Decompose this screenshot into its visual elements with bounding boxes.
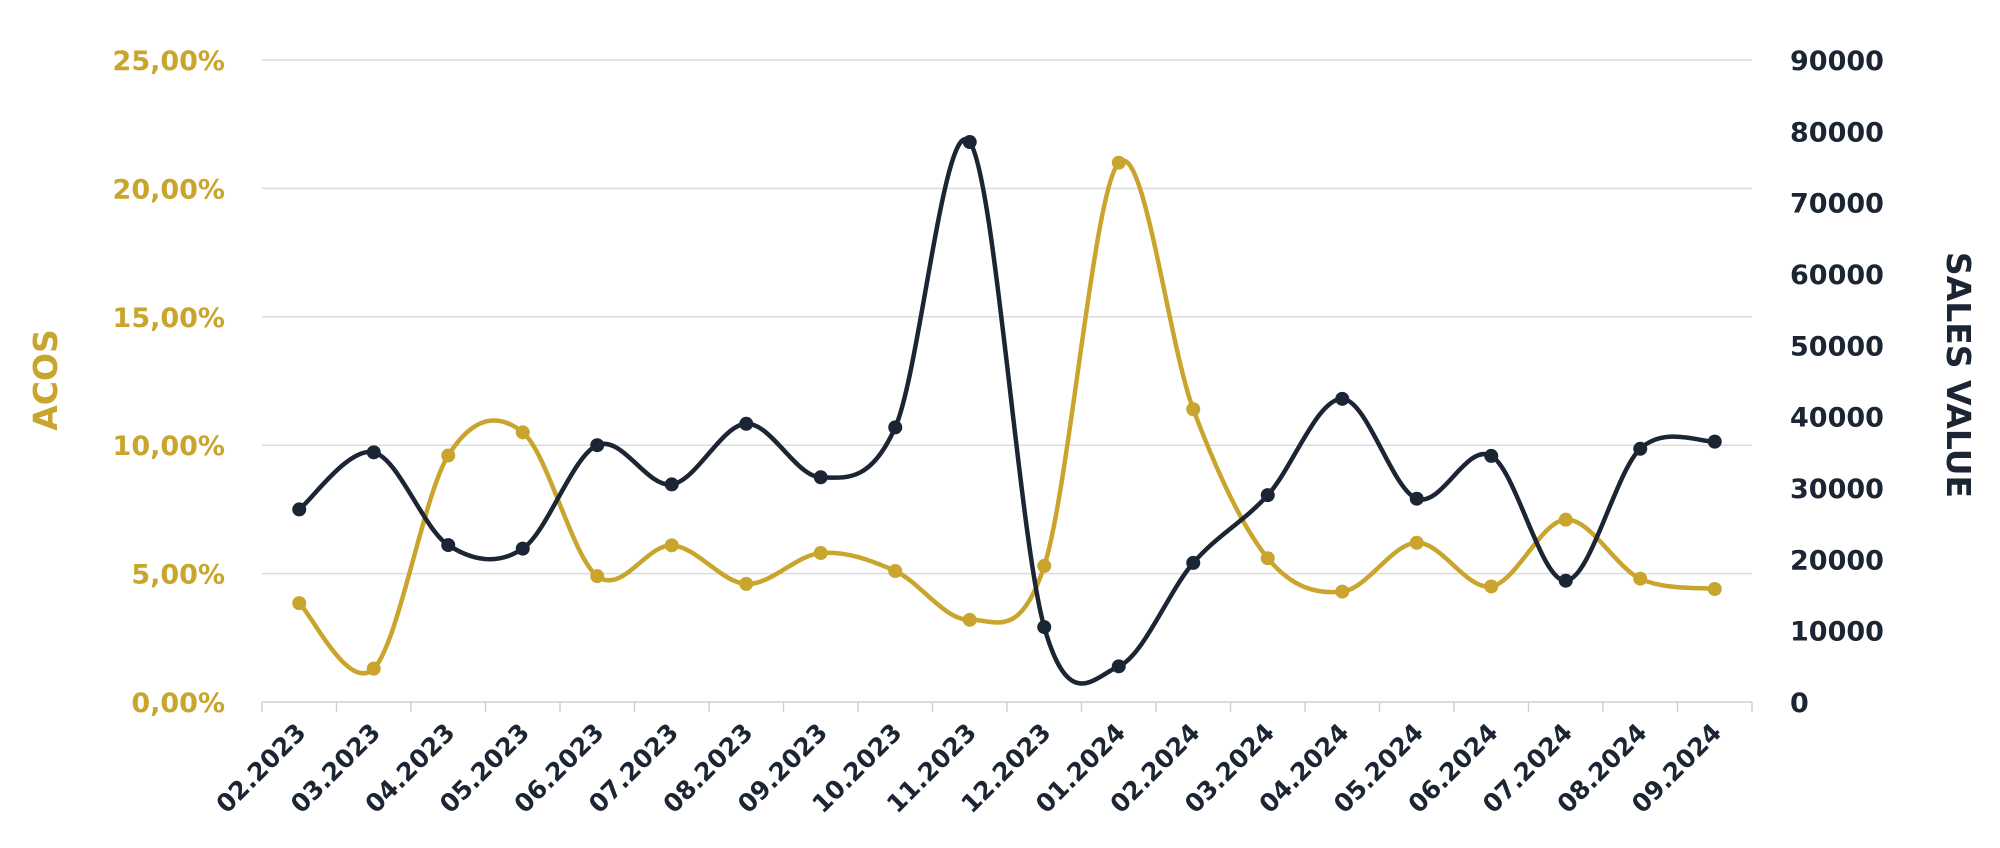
acos-point xyxy=(366,661,381,676)
acos-point xyxy=(590,569,605,584)
right-tick-label: 90000 xyxy=(1790,46,1884,77)
sales-value-point xyxy=(1111,659,1126,674)
acos-point xyxy=(1037,558,1052,573)
sales-value-point xyxy=(366,445,381,460)
series-points xyxy=(292,135,1722,676)
right-tick-label: 60000 xyxy=(1790,260,1884,291)
right-tick-label: 10000 xyxy=(1790,617,1884,648)
acos-point xyxy=(1409,535,1424,550)
acos-point xyxy=(441,448,456,463)
sales-value-point xyxy=(1186,555,1201,570)
right-tick-label: 80000 xyxy=(1790,117,1884,148)
grid-lines xyxy=(262,59,1752,575)
sales-value-point xyxy=(813,470,828,485)
sales-value-point xyxy=(1633,441,1648,456)
acos-point xyxy=(1484,579,1499,594)
sales-value-point xyxy=(1409,491,1424,506)
sales-value-point xyxy=(1260,488,1275,503)
right-axis-ticks: 0 10000 20000 30000 40000 50000 60000 70000 8000… xyxy=(1790,46,1884,719)
sales-value-point xyxy=(1335,391,1350,406)
sales-value-point xyxy=(1558,573,1573,588)
acos-point xyxy=(813,546,828,561)
acos-point xyxy=(1260,551,1275,566)
right-tick-label: 40000 xyxy=(1790,403,1884,434)
acos-point xyxy=(515,425,530,440)
left-tick-label: 0,00% xyxy=(131,688,225,719)
sales-value-point xyxy=(739,416,754,431)
left-tick-label: 20,00% xyxy=(113,174,225,205)
right-tick-label: 70000 xyxy=(1790,189,1884,220)
sales-value-point xyxy=(962,135,977,150)
sales-value-line xyxy=(297,136,1717,686)
right-tick-label: 50000 xyxy=(1790,331,1884,362)
right-tick-label: 20000 xyxy=(1790,545,1884,576)
sales-value-point xyxy=(590,438,605,453)
acos-point xyxy=(888,564,903,579)
acos-point xyxy=(664,538,679,553)
sales-value-point xyxy=(515,541,530,556)
acos-point xyxy=(1707,582,1722,597)
sales-value-point xyxy=(1037,620,1052,635)
acos-point xyxy=(1558,512,1573,527)
series-lines xyxy=(297,136,1717,686)
acos-line xyxy=(297,158,1717,676)
right-tick-label: 0 xyxy=(1790,688,1809,719)
sales-value-point xyxy=(1484,448,1499,463)
left-axis-title: ACOS xyxy=(26,329,65,431)
acos-point xyxy=(1111,155,1126,170)
acos-point xyxy=(292,596,307,611)
left-tick-label: 15,00% xyxy=(113,303,225,334)
sales-value-point xyxy=(441,538,456,553)
acos-point xyxy=(1633,571,1648,586)
left-axis-ticks: 0,00% 5,00% 10,00% 15,00% 20,00% 25,00% xyxy=(113,46,225,719)
sales-value-point xyxy=(292,502,307,517)
x-axis xyxy=(261,701,1753,712)
right-tick-label: 30000 xyxy=(1790,474,1884,505)
left-tick-label: 25,00% xyxy=(113,46,225,77)
sales-value-point xyxy=(888,420,903,435)
acos-point xyxy=(962,612,977,627)
acos-point xyxy=(739,576,754,591)
acos-point xyxy=(1186,402,1201,417)
acos-point xyxy=(1335,584,1350,599)
sales-value-point xyxy=(664,477,679,492)
x-axis-ticks: 02.202303.202304.202305.202306.202307.20… xyxy=(210,718,1727,819)
left-tick-label: 5,00% xyxy=(131,560,225,591)
left-tick-label: 10,00% xyxy=(113,431,225,462)
sales-value-point xyxy=(1707,434,1722,449)
right-axis-title: SALES VALUE xyxy=(1939,252,1978,498)
